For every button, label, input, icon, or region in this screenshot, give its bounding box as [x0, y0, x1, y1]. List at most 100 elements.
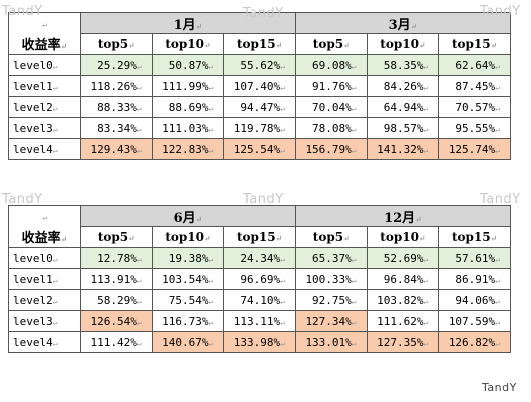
value-cell: 19.38%↵ — [151, 247, 225, 269]
value-cell: 50.87%↵ — [151, 54, 225, 76]
paragraph-mark: ↵ — [52, 145, 58, 155]
level-label: level3↵ — [8, 117, 81, 139]
paragraph-mark: ↵ — [495, 317, 500, 327]
level-label: level2↵ — [8, 96, 81, 118]
paragraph-mark: ↵ — [495, 82, 500, 92]
paragraph-mark: ↵ — [343, 233, 350, 243]
row-header-label: 收益率↵ — [8, 226, 81, 248]
value-cell: 111.62%↵ — [366, 310, 440, 332]
paragraph-mark: ↵ — [351, 145, 357, 155]
table-row: level3↵ 126.54%↵ 116.73%↵ 113.11%↵ 127.3… — [8, 310, 511, 332]
value-cell: 96.84%↵ — [366, 268, 440, 290]
paragraph-mark: ↵ — [423, 145, 429, 155]
paragraph-mark: ↵ — [423, 317, 429, 327]
month-header: 3月↵ — [294, 12, 512, 34]
level-label: level0↵ — [8, 54, 81, 76]
value-cell: 96.69%↵ — [223, 268, 296, 290]
paragraph-mark: ↵ — [42, 212, 47, 222]
column-header: top10↵ — [151, 226, 225, 248]
column-header-row: 收益率↵ top5↵ top10↵ top15↵ top5↵ top10↵ to… — [8, 33, 511, 55]
paragraph-mark: ↵ — [136, 254, 142, 264]
value-cell: 78.08%↵ — [294, 117, 368, 139]
value-cell: 113.91%↵ — [80, 268, 153, 290]
paragraph-mark: ↵ — [52, 338, 58, 348]
corner-cell: ↵ — [8, 205, 81, 227]
value-cell: 126.54%↵ — [80, 310, 153, 332]
paragraph-mark: ↵ — [280, 296, 285, 306]
paragraph-mark: ↵ — [208, 82, 214, 92]
value-cell: 62.64%↵ — [438, 54, 511, 76]
paragraph-mark: ↵ — [423, 61, 429, 71]
paragraph-mark: ↵ — [52, 296, 58, 306]
paragraph-mark: ↵ — [410, 20, 418, 31]
paragraph-mark: ↵ — [423, 103, 429, 113]
watermark: TandY — [482, 381, 517, 394]
column-header: top5↵ — [80, 226, 153, 248]
value-cell: 111.99%↵ — [151, 75, 225, 97]
watermark: TandY — [480, 192, 521, 207]
paragraph-mark: ↵ — [208, 124, 214, 134]
value-cell: 111.03%↵ — [151, 117, 225, 139]
value-cell: 52.69%↵ — [366, 247, 440, 269]
table-row: level1↵ 113.91%↵ 103.54%↵ 96.69%↵ 100.33… — [8, 268, 511, 290]
paragraph-mark: ↵ — [280, 145, 285, 155]
corner-cell: ↵ — [8, 12, 81, 34]
paragraph-mark: ↵ — [423, 338, 429, 348]
paragraph-mark: ↵ — [280, 82, 285, 92]
paragraph-mark: ↵ — [208, 61, 214, 71]
paragraph-mark: ↵ — [208, 338, 214, 348]
value-cell: 107.40%↵ — [223, 75, 296, 97]
paragraph-mark: ↵ — [280, 275, 285, 285]
paragraph-mark: ↵ — [136, 103, 142, 113]
value-cell: 103.54%↵ — [151, 268, 225, 290]
paragraph-mark: ↵ — [52, 124, 58, 134]
value-cell: 127.34%↵ — [294, 310, 368, 332]
value-cell: 87.45%↵ — [438, 75, 511, 97]
value-cell: 12.78%↵ — [80, 247, 153, 269]
column-header: top5↵ — [294, 33, 368, 55]
paragraph-mark: ↵ — [136, 61, 142, 71]
paragraph-mark: ↵ — [208, 275, 214, 285]
paragraph-mark: ↵ — [195, 213, 203, 224]
value-cell: 55.62%↵ — [223, 54, 296, 76]
paragraph-mark: ↵ — [52, 103, 58, 113]
paragraph-mark: ↵ — [495, 61, 500, 71]
paragraph-mark: ↵ — [42, 19, 47, 29]
paragraph-mark: ↵ — [203, 40, 211, 50]
value-cell: 107.59%↵ — [438, 310, 511, 332]
table-row: level4↵ 129.43%↵ 122.83%↵ 125.54%↵ 156.7… — [8, 138, 511, 160]
value-cell: 156.79%↵ — [294, 138, 368, 160]
watermark: TandY — [2, 4, 43, 19]
paragraph-mark: ↵ — [128, 40, 135, 50]
value-cell: 98.57%↵ — [366, 117, 440, 139]
paragraph-mark: ↵ — [136, 338, 142, 348]
watermark: TandY — [243, 192, 284, 207]
paragraph-mark: ↵ — [351, 317, 357, 327]
paragraph-mark: ↵ — [280, 317, 285, 327]
column-header-row: 收益率↵ top5↵ top10↵ top15↵ top5↵ top10↵ to… — [8, 226, 511, 248]
column-header: top5↵ — [80, 33, 153, 55]
paragraph-mark: ↵ — [52, 82, 58, 92]
level-label: level1↵ — [8, 75, 81, 97]
value-cell: 58.35%↵ — [366, 54, 440, 76]
column-header: top15↵ — [438, 226, 511, 248]
paragraph-mark: ↵ — [280, 254, 285, 264]
paragraph-mark: ↵ — [52, 275, 58, 285]
paragraph-mark: ↵ — [280, 103, 285, 113]
table-row: level0↵ 12.78%↵ 19.38%↵ 24.34%↵ 65.37%↵ … — [8, 247, 511, 269]
paragraph-mark: ↵ — [280, 338, 285, 348]
table-row: level2↵ 58.29%↵ 75.54%↵ 74.10%↵ 92.75%↵ … — [8, 289, 511, 311]
value-cell: 74.10%↵ — [223, 289, 296, 311]
value-cell: 94.06%↵ — [438, 289, 511, 311]
paragraph-mark: ↵ — [275, 40, 283, 50]
paragraph-mark: ↵ — [423, 254, 429, 264]
returns-table-2: ↵ 6月↵ 12月↵ 收益率↵ top5↵ top10↵ top15↵ top5… — [8, 205, 512, 353]
value-cell: 125.54%↵ — [223, 138, 296, 160]
value-cell: 65.37%↵ — [294, 247, 368, 269]
paragraph-mark: ↵ — [208, 145, 214, 155]
value-cell: 94.47%↵ — [223, 96, 296, 118]
paragraph-mark: ↵ — [351, 61, 357, 71]
level-label: level4↵ — [8, 138, 81, 160]
watermark: TandY — [2, 192, 43, 207]
paragraph-mark: ↵ — [423, 275, 429, 285]
